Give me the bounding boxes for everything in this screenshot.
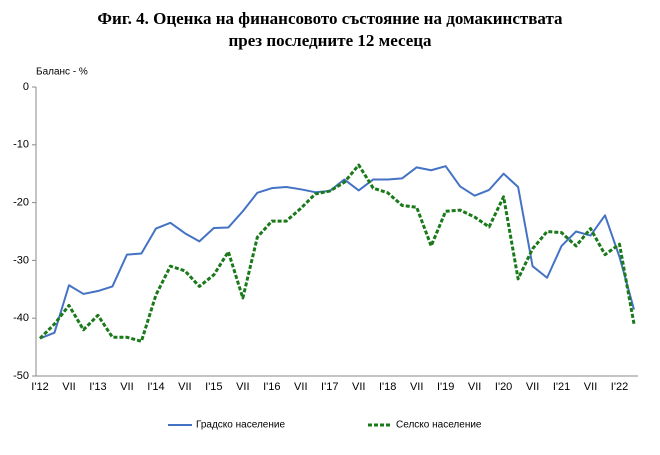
- x-tick-label: VII: [584, 381, 597, 393]
- y-axis-label: Баланс - %: [36, 67, 88, 78]
- x-tick-label: I'16: [263, 381, 280, 393]
- y-tick-label: -10: [13, 139, 29, 151]
- x-tick-label: VII: [62, 381, 75, 393]
- x-tick-label: VII: [526, 381, 539, 393]
- chart-title: през последните 12 месеца: [228, 31, 432, 50]
- x-tick-label: I'19: [437, 381, 454, 393]
- y-tick-label: -40: [13, 312, 29, 324]
- legend-label: Селско население: [396, 420, 482, 431]
- x-tick-label: I'17: [321, 381, 338, 393]
- y-tick-label: -20: [13, 197, 29, 209]
- y-tick-label: -50: [13, 370, 29, 382]
- series-line: [38, 163, 636, 343]
- chart-title: Фиг. 4. Оценка на финансовото състояние …: [97, 9, 563, 28]
- x-tick-label: I'15: [205, 381, 222, 393]
- x-tick-label: VII: [236, 381, 249, 393]
- x-tick-label: VII: [410, 381, 423, 393]
- series-line: [39, 165, 635, 340]
- x-tick-label: VII: [352, 381, 365, 393]
- x-tick-label: VII: [120, 381, 133, 393]
- y-tick-label: 0: [23, 81, 29, 93]
- x-tick-label: I'21: [553, 381, 570, 393]
- y-tick-label: -30: [13, 254, 29, 266]
- x-tick-label: VII: [468, 381, 481, 393]
- legend-label: Градско население: [196, 420, 285, 431]
- x-tick-label: I'12: [31, 381, 48, 393]
- x-tick-label: VII: [294, 381, 307, 393]
- x-tick-label: I'22: [611, 381, 628, 393]
- x-tick-label: I'14: [147, 381, 164, 393]
- x-tick-label: I'13: [89, 381, 106, 393]
- x-tick-label: VII: [178, 381, 191, 393]
- x-tick-label: I'18: [379, 381, 396, 393]
- x-tick-label: I'20: [495, 381, 512, 393]
